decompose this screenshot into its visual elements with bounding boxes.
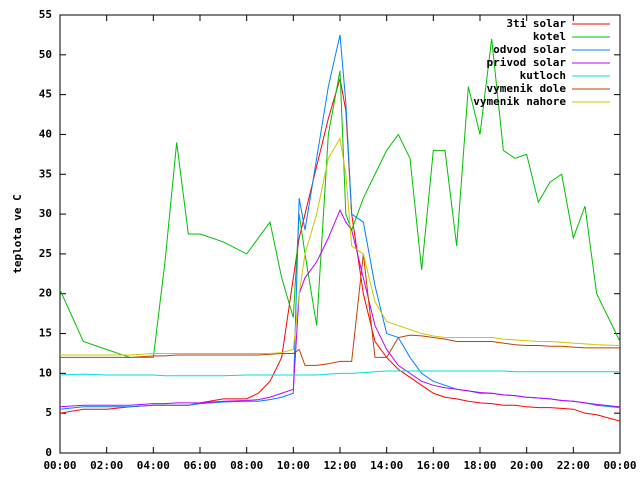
x-tick-label: 08:00 <box>230 459 263 472</box>
legend-label: 3ti solar <box>506 17 566 30</box>
y-tick-label: 45 <box>39 88 52 101</box>
y-tick-label: 15 <box>39 327 52 340</box>
y-tick-label: 5 <box>45 406 52 419</box>
y-tick-label: 35 <box>39 167 52 180</box>
x-tick-label: 12:00 <box>323 459 356 472</box>
legend-label: odvod solar <box>493 43 566 56</box>
x-tick-label: 04:00 <box>137 459 170 472</box>
y-tick-label: 55 <box>39 8 52 21</box>
y-tick-label: 20 <box>39 287 52 300</box>
x-tick-label: 06:00 <box>183 459 216 472</box>
x-tick-label: 00:00 <box>603 459 636 472</box>
x-tick-label: 02:00 <box>90 459 123 472</box>
x-tick-label: 14:00 <box>370 459 403 472</box>
x-tick-label: 16:00 <box>417 459 450 472</box>
x-tick-label: 22:00 <box>557 459 590 472</box>
x-tick-label: 00:00 <box>43 459 76 472</box>
x-tick-label: 18:00 <box>463 459 496 472</box>
series-line <box>59 208 621 408</box>
series-line <box>59 78 621 422</box>
series-line <box>59 38 621 358</box>
series-line <box>60 136 621 356</box>
legend-label: kotel <box>533 30 566 43</box>
x-tick-label: 10:00 <box>277 459 310 472</box>
y-tick-label: 50 <box>39 48 52 61</box>
series-line <box>59 370 620 377</box>
y-tick-label: 0 <box>45 446 52 459</box>
legend-label: privod solar <box>487 56 567 69</box>
legend-label: vymenik nahore <box>473 95 566 108</box>
y-tick-label: 25 <box>39 247 52 260</box>
y-tick-label: 10 <box>39 366 52 379</box>
y-tick-label: 30 <box>39 207 52 220</box>
legend-label: vymenik dole <box>487 82 567 95</box>
y-tick-label: 40 <box>39 127 52 140</box>
series-line <box>60 253 620 366</box>
legend-label: kutloch <box>520 69 566 82</box>
y-axis-label: teplota ve C <box>11 194 24 273</box>
x-tick-label: 20:00 <box>510 459 543 472</box>
